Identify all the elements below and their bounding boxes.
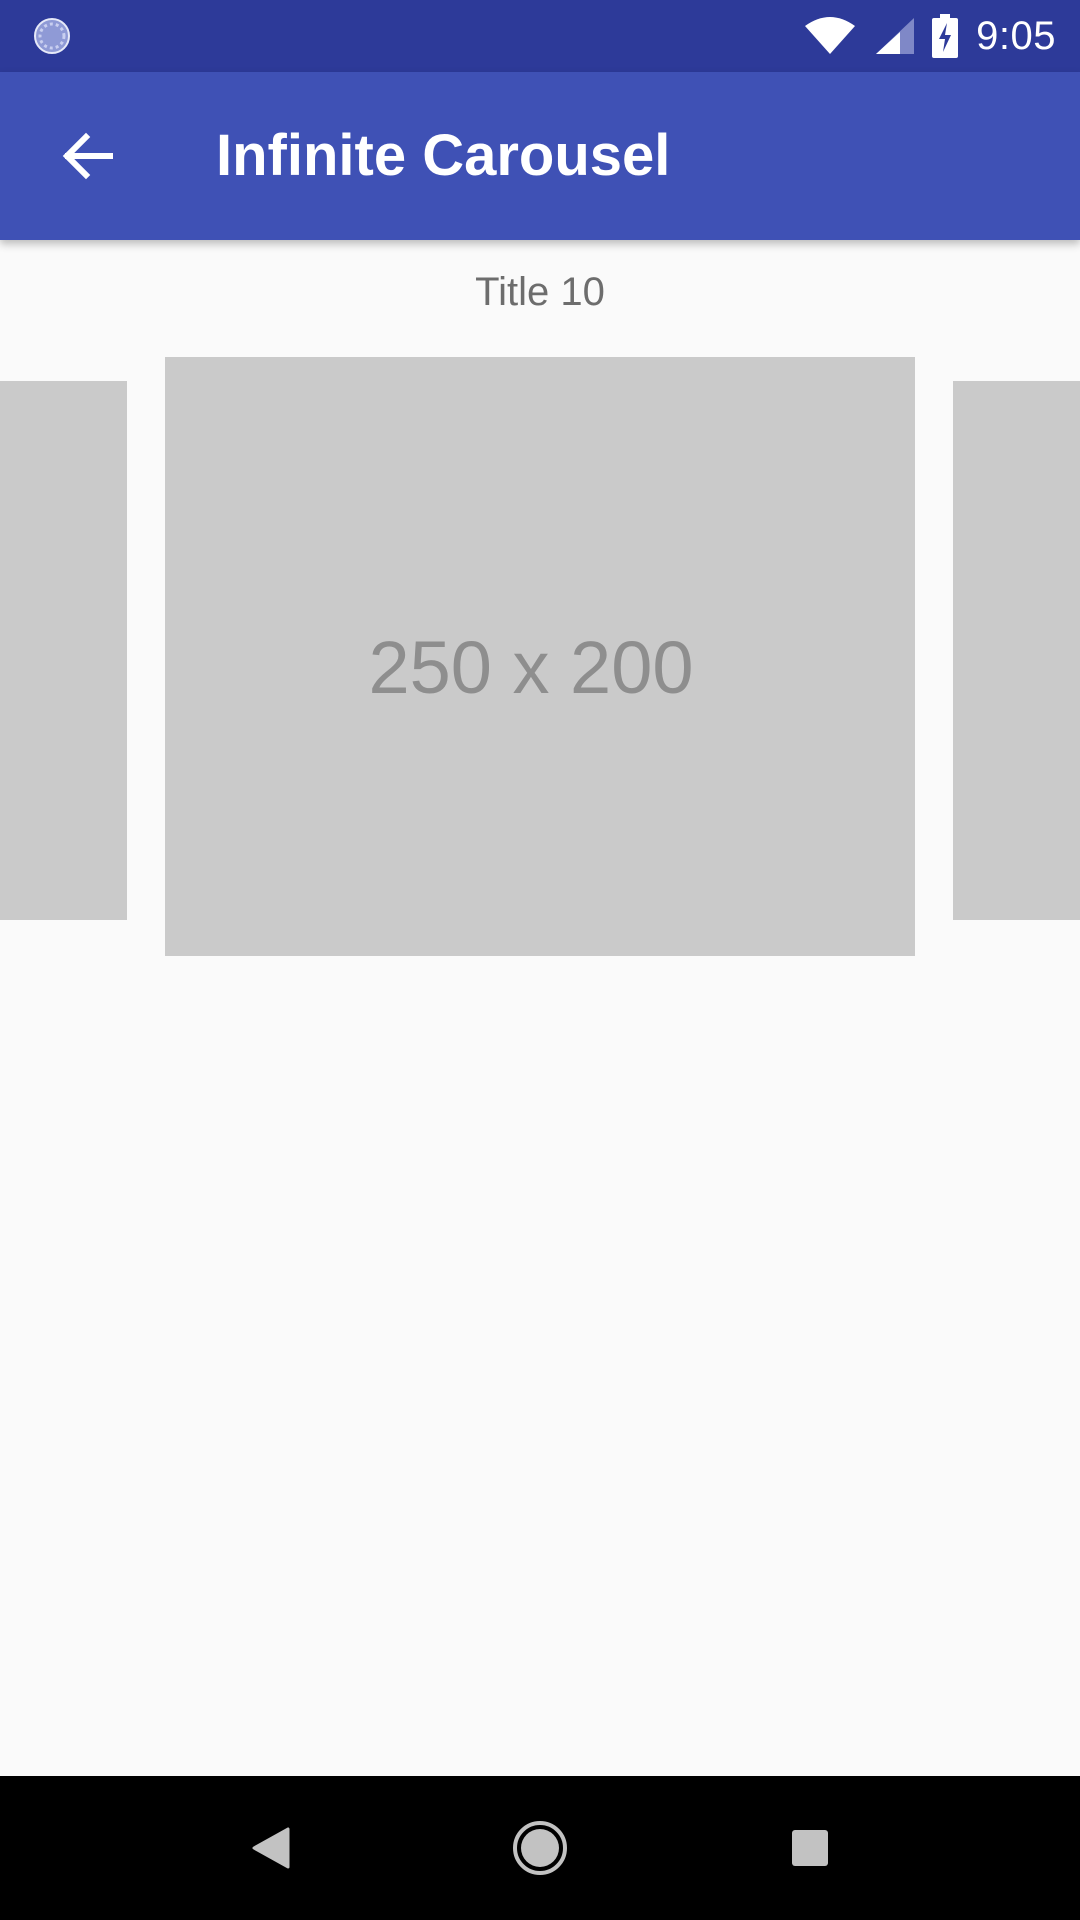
back-arrow-icon: [62, 132, 113, 180]
carousel-item-next[interactable]: [953, 381, 1080, 920]
status-time: 9:05: [976, 13, 1056, 58]
back-triangle-icon: [252, 1827, 290, 1869]
carousel-item-current[interactable]: 250 x 200: [165, 357, 915, 956]
content-area: Title 10 250 x 200: [0, 240, 1080, 1776]
navigation-bar: [0, 1776, 1080, 1920]
cellular-signal-icon: [876, 18, 915, 54]
loading-spinner-icon: [34, 18, 70, 54]
status-icons: 9:05: [804, 0, 1056, 72]
placeholder-image-label: 250 x 200: [368, 626, 694, 709]
nav-back-button[interactable]: [228, 1806, 312, 1890]
app-title: Infinite Carousel: [216, 123, 671, 188]
wifi-icon: [805, 17, 856, 54]
home-circle-icon: [513, 1821, 567, 1875]
carousel[interactable]: 250 x 200: [0, 240, 1080, 1040]
carousel-title: Title 10: [475, 270, 605, 314]
nav-home-button[interactable]: [498, 1806, 582, 1890]
carousel-item-previous[interactable]: [0, 381, 127, 920]
app-bar: Infinite Carousel: [0, 72, 1080, 240]
nav-recents-button[interactable]: [768, 1806, 852, 1890]
battery-charging-icon: [932, 14, 959, 58]
recents-square-icon: [792, 1830, 828, 1866]
status-bar: 9:05: [0, 0, 1080, 72]
back-button[interactable]: [40, 108, 136, 204]
